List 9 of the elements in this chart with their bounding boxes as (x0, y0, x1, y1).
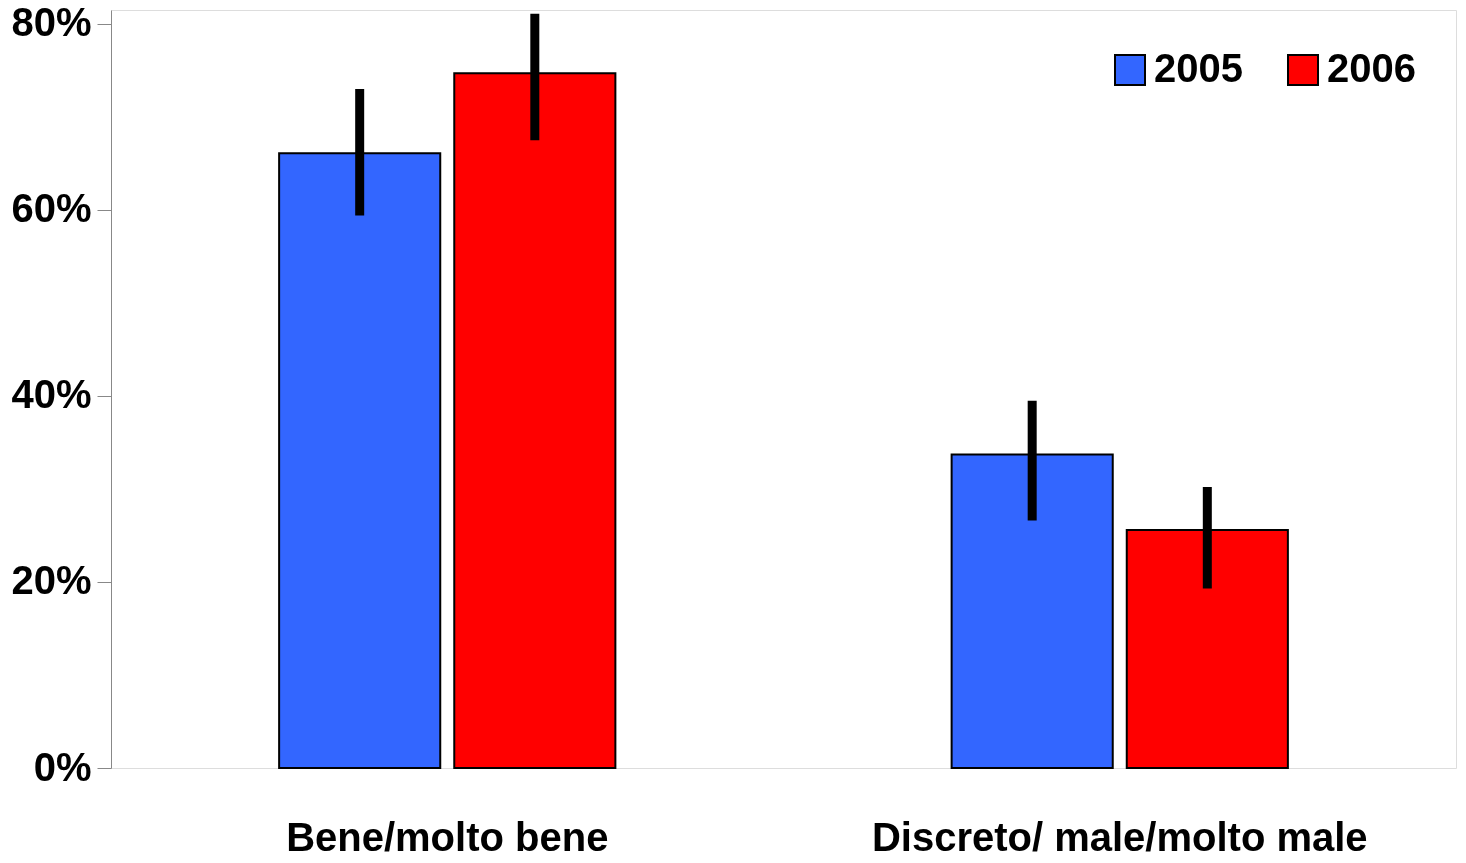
y-tick-label: 0% (33, 744, 92, 789)
y-tick-label: 60% (11, 186, 92, 231)
y-tick-label: 40% (11, 372, 92, 417)
legend-label: 2005 (1154, 46, 1243, 90)
x-tick-label: Bene/molto bene (286, 814, 609, 859)
y-tick-label: 20% (11, 558, 92, 603)
y-tick-label: 80% (11, 0, 92, 45)
x-tick-label: Discreto/ male/molto male (871, 814, 1368, 859)
legend-label: 2006 (1327, 46, 1416, 90)
